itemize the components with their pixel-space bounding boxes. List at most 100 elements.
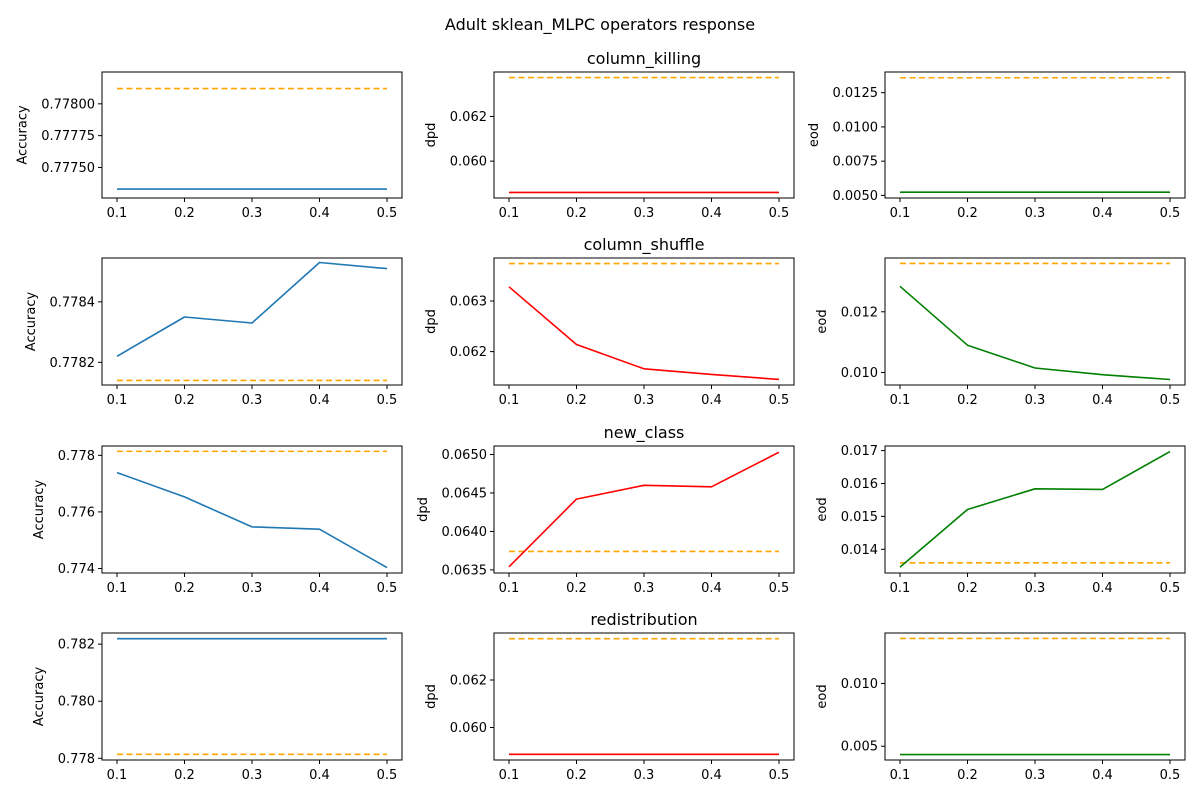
subplot-title: redistribution xyxy=(590,610,697,629)
series-line xyxy=(116,261,388,357)
x-tick-label: 0.1 xyxy=(499,393,520,408)
y-tick-label: 0.776 xyxy=(58,505,95,520)
x-tick-label: 0.4 xyxy=(309,581,330,596)
x-tick-label: 0.1 xyxy=(499,581,520,596)
series-line xyxy=(899,285,1171,381)
y-tick-label: 0.0050 xyxy=(833,189,879,204)
x-tick-label: 0.4 xyxy=(1092,581,1113,596)
y-tick-label: 0.060 xyxy=(450,721,487,736)
y-axis-label: dpd xyxy=(424,684,439,709)
x-tick-label: 0.4 xyxy=(701,768,722,783)
subplot-title: column_killing xyxy=(587,49,701,69)
x-tick-label: 0.3 xyxy=(1025,768,1046,783)
plot-frame xyxy=(493,445,795,574)
y-axis-label: dpd xyxy=(416,497,431,522)
subplot-3-2: 0.1 0.2 0.3 0.4 0.5 0.0635 0.0640 0.0645 0.0650 d… xyxy=(416,423,795,596)
y-axis-label: eod xyxy=(807,123,822,147)
plot-frame xyxy=(493,632,795,761)
plot-frame xyxy=(884,257,1186,386)
y-axis-label: Accuracy xyxy=(32,480,47,540)
x-tick-label: 0.1 xyxy=(107,206,128,221)
x-tick-label: 0.3 xyxy=(242,393,263,408)
y-tick-label: 0.77800 xyxy=(41,97,95,112)
subplot-4-1: 0.1 0.2 0.3 0.4 0.5 0.778 0.780 0.782 Accuracy xyxy=(32,632,403,783)
x-tick-label: 0.1 xyxy=(107,581,128,596)
y-tick-label: 0.017 xyxy=(841,444,878,459)
subplot-grid: 0.1 0.2 0.3 0.4 0.5 0.77750 0.77775 0.77800 Accu… xyxy=(16,49,1186,783)
x-tick-label: 0.5 xyxy=(1160,393,1181,408)
x-tick-label: 0.2 xyxy=(566,768,587,783)
x-tick-label: 0.2 xyxy=(174,768,195,783)
subplot-4-2: 0.1 0.2 0.3 0.4 0.5 0.060 0.062 dpd redistributi… xyxy=(424,610,795,783)
y-tick-label: 0.77775 xyxy=(41,129,95,144)
y-axis-label: Accuracy xyxy=(16,105,31,165)
series-line xyxy=(899,450,1171,568)
y-tick-label: 0.015 xyxy=(841,510,878,525)
y-tick-label: 0.005 xyxy=(841,740,878,755)
x-tick-label: 0.5 xyxy=(769,393,790,408)
y-axis-label: Accuracy xyxy=(24,292,39,352)
y-axis-label: eod xyxy=(815,684,830,708)
x-tick-label: 0.1 xyxy=(890,393,911,408)
x-tick-label: 0.5 xyxy=(1160,768,1181,783)
y-tick-label: 0.0125 xyxy=(833,86,879,101)
y-axis-label: eod xyxy=(815,497,830,521)
x-tick-label: 0.1 xyxy=(499,768,520,783)
subplot-title: new_class xyxy=(604,423,685,443)
x-tick-label: 0.3 xyxy=(1025,581,1046,596)
plot-frame xyxy=(493,257,795,386)
x-tick-label: 0.2 xyxy=(566,393,587,408)
y-tick-label: 0.782 xyxy=(58,638,95,653)
subplot-4-3: 0.1 0.2 0.3 0.4 0.5 0.005 0.010 eod xyxy=(815,632,1186,783)
x-tick-label: 0.3 xyxy=(1025,393,1046,408)
y-tick-label: 0.780 xyxy=(58,695,95,710)
y-tick-label: 0.778 xyxy=(58,449,95,464)
plot-frame xyxy=(101,257,403,386)
plot-frame xyxy=(884,632,1186,761)
x-tick-label: 0.1 xyxy=(890,581,911,596)
x-tick-label: 0.5 xyxy=(377,581,398,596)
y-tick-label: 0.0650 xyxy=(442,448,488,463)
y-tick-label: 0.014 xyxy=(841,543,878,558)
x-tick-label: 0.4 xyxy=(1092,768,1113,783)
x-tick-label: 0.5 xyxy=(769,768,790,783)
x-tick-label: 0.4 xyxy=(1092,393,1113,408)
x-tick-label: 0.1 xyxy=(890,768,911,783)
x-tick-label: 0.3 xyxy=(634,581,655,596)
x-tick-label: 0.4 xyxy=(701,393,722,408)
y-tick-label: 0.062 xyxy=(450,345,487,360)
y-tick-label: 0.7784 xyxy=(50,295,96,310)
x-tick-label: 0.2 xyxy=(566,581,587,596)
x-tick-label: 0.4 xyxy=(309,393,330,408)
x-tick-label: 0.1 xyxy=(107,768,128,783)
y-tick-label: 0.0075 xyxy=(833,155,879,170)
y-tick-label: 0.016 xyxy=(841,477,878,492)
y-tick-label: 0.060 xyxy=(450,155,487,170)
x-tick-label: 0.5 xyxy=(1160,206,1181,221)
x-tick-label: 0.3 xyxy=(634,393,655,408)
plot-frame xyxy=(101,71,403,199)
y-tick-label: 0.0640 xyxy=(442,525,488,540)
x-tick-label: 0.4 xyxy=(309,768,330,783)
y-axis-label: eod xyxy=(815,309,830,333)
plot-frame xyxy=(101,445,403,574)
subplot-2-1: 0.1 0.2 0.3 0.4 0.5 0.7782 0.7784 Accuracy xyxy=(24,257,403,408)
x-tick-label: 0.1 xyxy=(890,206,911,221)
x-tick-label: 0.3 xyxy=(634,206,655,221)
y-axis-label: dpd xyxy=(424,309,439,334)
x-tick-label: 0.4 xyxy=(701,581,722,596)
y-tick-label: 0.77750 xyxy=(41,161,95,176)
y-tick-label: 0.774 xyxy=(58,562,95,577)
subplot-1-2: 0.1 0.2 0.3 0.4 0.5 0.060 0.062 dpd column_killi… xyxy=(424,49,795,221)
plot-frame xyxy=(884,71,1186,199)
x-tick-label: 0.4 xyxy=(701,206,722,221)
y-tick-label: 0.010 xyxy=(841,677,878,692)
y-tick-label: 0.010 xyxy=(841,366,878,381)
x-tick-label: 0.3 xyxy=(242,768,263,783)
y-tick-label: 0.063 xyxy=(450,295,487,310)
x-tick-label: 0.5 xyxy=(769,206,790,221)
subplot-1-1: 0.1 0.2 0.3 0.4 0.5 0.77750 0.77775 0.77800 Accu… xyxy=(16,71,403,221)
x-tick-label: 0.5 xyxy=(377,206,398,221)
series-line xyxy=(508,286,780,381)
x-tick-label: 0.2 xyxy=(957,393,978,408)
